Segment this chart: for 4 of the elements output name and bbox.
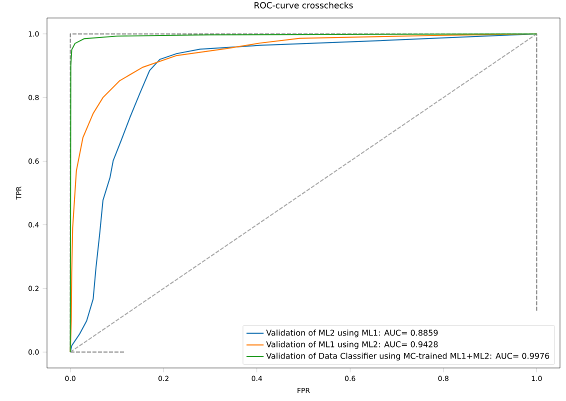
chart-title: ROC-curve crosschecks (254, 2, 353, 8)
legend-label: Validation of Data Classifier using MC-trained ML1+ML2: AUC= 0.9976 (266, 352, 550, 360)
legend-label: Validation of ML2 using ML1: AUC= 0.8859 (266, 330, 438, 338)
legend-label: Validation of ML1 using ML2: AUC= 0.9428 (266, 341, 438, 349)
